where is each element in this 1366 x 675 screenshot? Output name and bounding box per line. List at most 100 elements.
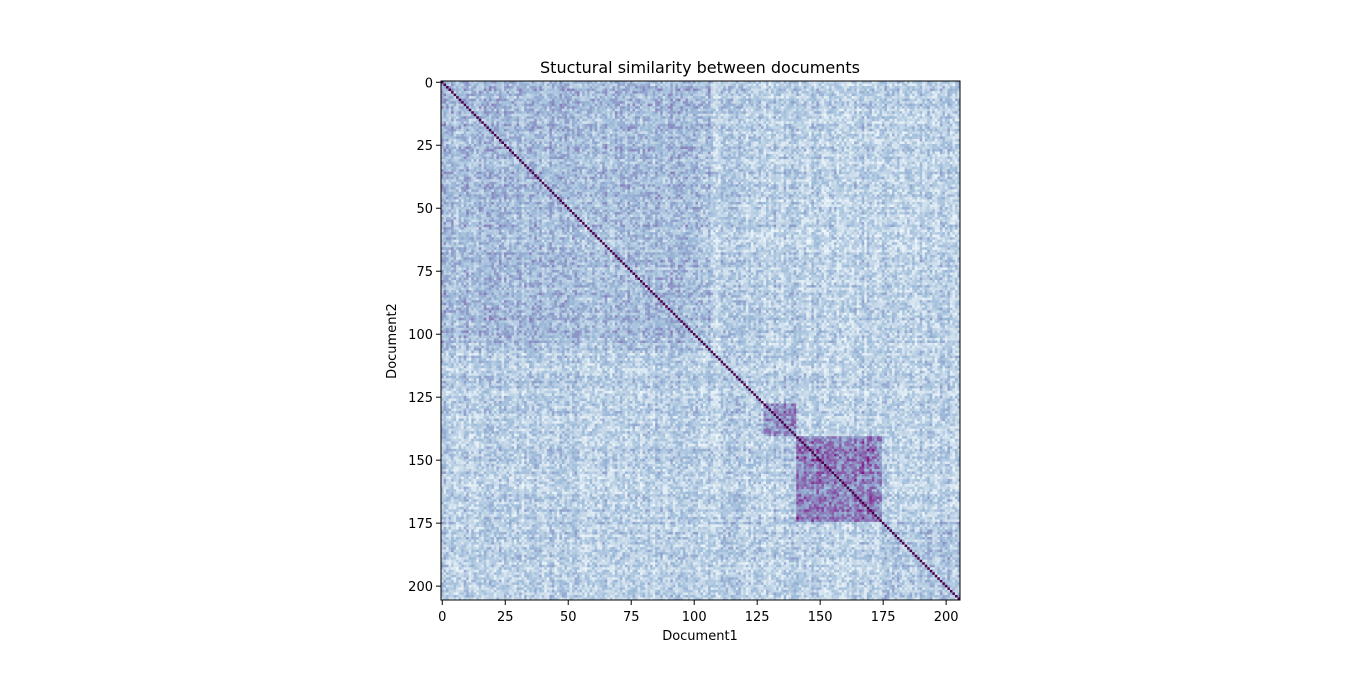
heatmap-cell [720,88,724,92]
heatmap-cell [798,116,802,120]
heatmap-cell [849,86,853,89]
heatmap-cell [665,103,669,107]
heatmap-cell [456,136,459,140]
heatmap-cell [778,86,782,89]
heatmap-cell [503,86,507,89]
heatmap-cell [514,108,517,112]
heatmap-cell [514,106,517,110]
heatmap-cell [690,133,694,137]
heatmap-cell [682,96,686,99]
heatmap-cell [599,131,603,135]
heatmap-cell [544,88,548,92]
heatmap-cell [652,118,656,122]
heatmap-cell [728,111,732,115]
heatmap-cell [768,133,772,137]
heatmap-cell [466,101,470,105]
heatmap-cell [682,86,686,89]
heatmap-cell [942,118,946,122]
heatmap-cell [954,138,958,142]
heatmap-cell [451,116,454,120]
heatmap-cell [577,83,580,87]
heatmap-cell [634,126,638,130]
heatmap-cell [728,133,732,137]
heatmap-cell [917,86,921,89]
heatmap-cell [720,111,724,115]
heatmap-cell [506,86,510,89]
heatmap-cell [458,103,462,107]
heatmap-cell [939,93,943,97]
heatmap-cell [682,83,686,87]
heatmap-cell [944,108,948,112]
heatmap-cell [821,116,825,120]
heatmap-cell [703,108,706,112]
heatmap-cell [612,128,616,132]
heatmap-cell [806,106,810,110]
heatmap-cell [629,88,633,92]
heatmap-cell [642,111,646,115]
heatmap-cell [695,131,699,135]
heatmap-cell [637,116,641,120]
heatmap-cell [778,103,782,107]
heatmap-cell [468,83,472,87]
heatmap-cell [546,141,550,145]
heatmap-cell [584,93,588,97]
heatmap-cell [713,91,716,94]
heatmap-cell [685,133,689,137]
heatmap-cell [597,123,601,127]
heatmap-cell [745,103,749,107]
heatmap-cell [478,116,482,120]
heatmap-cell [821,86,825,89]
heatmap-cell [501,96,505,99]
heatmap-cell [657,138,661,142]
heatmap-cell [909,111,913,115]
heatmap-cell [534,81,538,84]
heatmap-cell [791,108,795,112]
heatmap-cell [871,121,875,125]
heatmap-cell [723,133,727,137]
heatmap-cell [881,86,885,89]
heatmap-cell [823,83,827,87]
heatmap-cell [828,126,832,130]
heatmap-cell [546,93,550,97]
heatmap-cell [864,113,868,117]
heatmap-cell [592,123,596,127]
heatmap-cell [602,106,606,110]
heatmap-cell [594,91,598,94]
heatmap-cell [723,83,727,87]
heatmap-cell [501,118,505,122]
heatmap-cell [491,113,495,117]
heatmap-cell [592,136,596,140]
heatmap-cell [849,111,853,115]
heatmap-cell [561,106,565,110]
heatmap-cell [949,96,953,99]
heatmap-cell [834,118,837,122]
heatmap-cell [886,98,890,102]
heatmap-cell [846,133,850,137]
heatmap-cell [725,91,729,94]
heatmap-cell [602,98,606,102]
heatmap-cell [539,121,543,125]
heatmap-cell [503,123,507,127]
heatmap-cell [441,123,444,127]
heatmap-cell [766,93,769,97]
heatmap-cell [609,83,613,87]
heatmap-cell [607,91,611,94]
heatmap-cell [486,83,490,87]
heatmap-cell [503,121,507,125]
heatmap-cell [798,121,802,125]
heatmap-cell [849,81,853,84]
heatmap-cell [904,91,908,94]
heatmap-cell [859,106,863,110]
heatmap-cell [922,123,926,127]
heatmap-cell [642,103,646,107]
heatmap-cell [710,93,714,97]
heatmap-cell [468,113,472,117]
heatmap-cell [554,113,558,117]
heatmap-cell [677,123,681,127]
heatmap-cell [483,106,487,110]
heatmap-cell [791,101,795,105]
heatmap-cell [697,96,701,99]
heatmap-cell [539,118,543,122]
heatmap-cell [886,128,890,132]
heatmap-cell [556,98,560,102]
